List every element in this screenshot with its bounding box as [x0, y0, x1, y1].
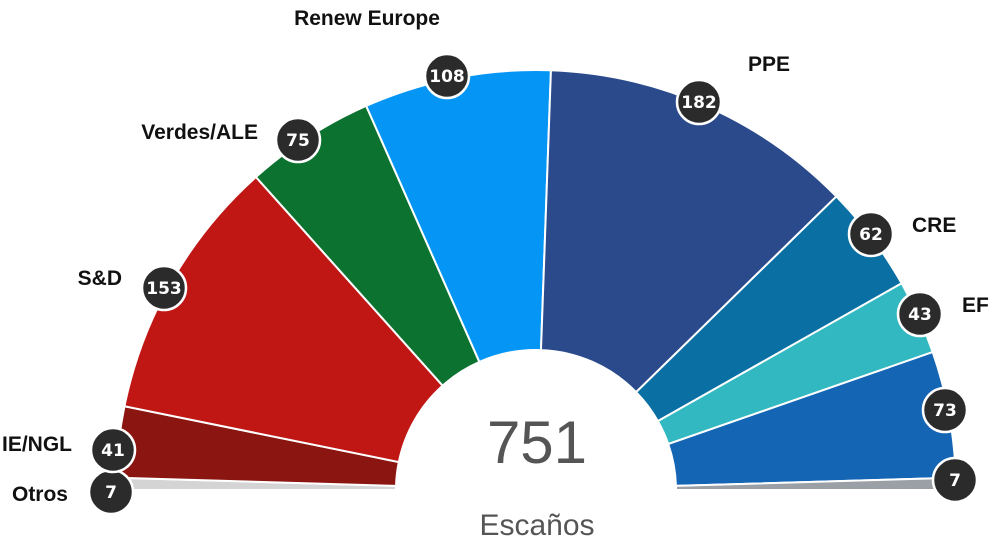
party-label-cre: CRE — [912, 214, 956, 237]
seat-count-label: 62 — [859, 225, 883, 245]
badges-group: 7 41 153 75 108 182 62 43 73 7 — [87, 52, 979, 516]
segment-s-d — [123, 175, 445, 464]
seat-badge-ie-ngl: 41 — [89, 426, 137, 474]
seat-count-label: 43 — [908, 305, 932, 325]
total-seats-label: Escaños — [479, 509, 594, 542]
seat-count-label: 7 — [105, 483, 117, 503]
party-label-renew-europe: Renew Europe — [294, 7, 440, 30]
seat-count-label: 153 — [146, 279, 182, 299]
seat-badge-circle — [89, 426, 137, 474]
seat-badge-circle — [675, 78, 723, 126]
seat-badge-renew-europe: 108 — [423, 52, 471, 100]
seat-count-label: 75 — [286, 131, 310, 151]
total-seats-value: 751 — [487, 409, 587, 476]
segment-ppe — [539, 69, 838, 394]
seat-badge-otros: 7 — [87, 468, 135, 516]
labels-group: Otros IE/NGL S&D Verdes/ALE Renew Europe PPE C… — [2, 7, 989, 506]
seat-badge-circle — [931, 456, 979, 504]
party-label-ppe: PPE — [748, 53, 790, 76]
seat-badge-ppe: 182 — [675, 78, 723, 126]
seat-count-label: 108 — [429, 67, 465, 87]
segment-renew-europe — [364, 69, 552, 364]
seat-badge-ef: 43 — [896, 290, 944, 338]
seat-badge-circle — [921, 386, 969, 434]
seat-badge-circle — [423, 52, 471, 100]
seat-badge-verdes-ale: 75 — [274, 116, 322, 164]
seat-badge-circle — [274, 116, 322, 164]
party-label-s-d: S&D — [78, 267, 122, 290]
seat-badge-s-d: 153 — [140, 264, 188, 312]
seat-badge-circle — [847, 210, 895, 258]
party-label-otros: Otros — [12, 483, 68, 506]
seat-badge-circle — [140, 264, 188, 312]
seat-count-label: 73 — [933, 401, 957, 421]
seat-badge-circle — [896, 290, 944, 338]
party-label-verdes-ale: Verdes/ALE — [141, 121, 258, 144]
seat-badge-seg-9: 7 — [931, 456, 979, 504]
seat-badge-seg-8: 73 — [921, 386, 969, 434]
seat-count-label: 7 — [949, 471, 961, 491]
party-label-ie-ngl: IE/NGL — [2, 433, 72, 456]
seat-count-label: 41 — [101, 441, 125, 461]
party-label-ef: EF — [962, 294, 989, 317]
seat-badge-cre: 62 — [847, 210, 895, 258]
seat-count-label: 182 — [681, 93, 717, 113]
segments-group — [114, 69, 958, 491]
